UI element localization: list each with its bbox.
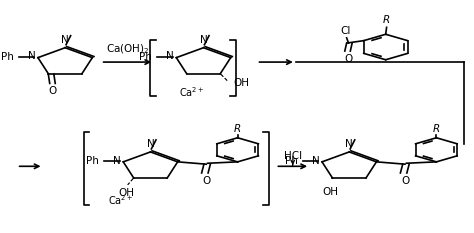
Text: O: O <box>202 176 210 186</box>
Text: O: O <box>401 176 409 186</box>
Text: OH: OH <box>118 188 135 198</box>
Text: O: O <box>344 54 353 64</box>
Text: OH: OH <box>233 78 249 88</box>
Text: N: N <box>200 35 207 45</box>
Text: R: R <box>433 123 440 134</box>
Text: N: N <box>146 139 155 149</box>
Text: N: N <box>346 139 353 149</box>
Text: Ph: Ph <box>1 52 14 62</box>
Text: OH: OH <box>322 187 338 197</box>
Text: O: O <box>48 86 56 96</box>
Text: N: N <box>61 35 69 45</box>
Text: N: N <box>166 51 174 62</box>
Text: Cl: Cl <box>340 26 350 36</box>
Text: Ca$^{2+}$: Ca$^{2+}$ <box>108 193 133 207</box>
Text: N: N <box>28 51 36 62</box>
Text: Ph: Ph <box>86 156 99 166</box>
Text: Ph: Ph <box>139 52 152 62</box>
Text: N: N <box>113 156 121 166</box>
Text: Ca$^{2+}$: Ca$^{2+}$ <box>179 85 205 99</box>
Text: HCl: HCl <box>283 151 302 161</box>
Text: Ph: Ph <box>285 156 298 166</box>
Text: R: R <box>383 14 390 24</box>
Text: N: N <box>312 156 320 166</box>
Text: Ca(OH)$_2$: Ca(OH)$_2$ <box>106 43 149 56</box>
Text: R: R <box>234 123 241 134</box>
